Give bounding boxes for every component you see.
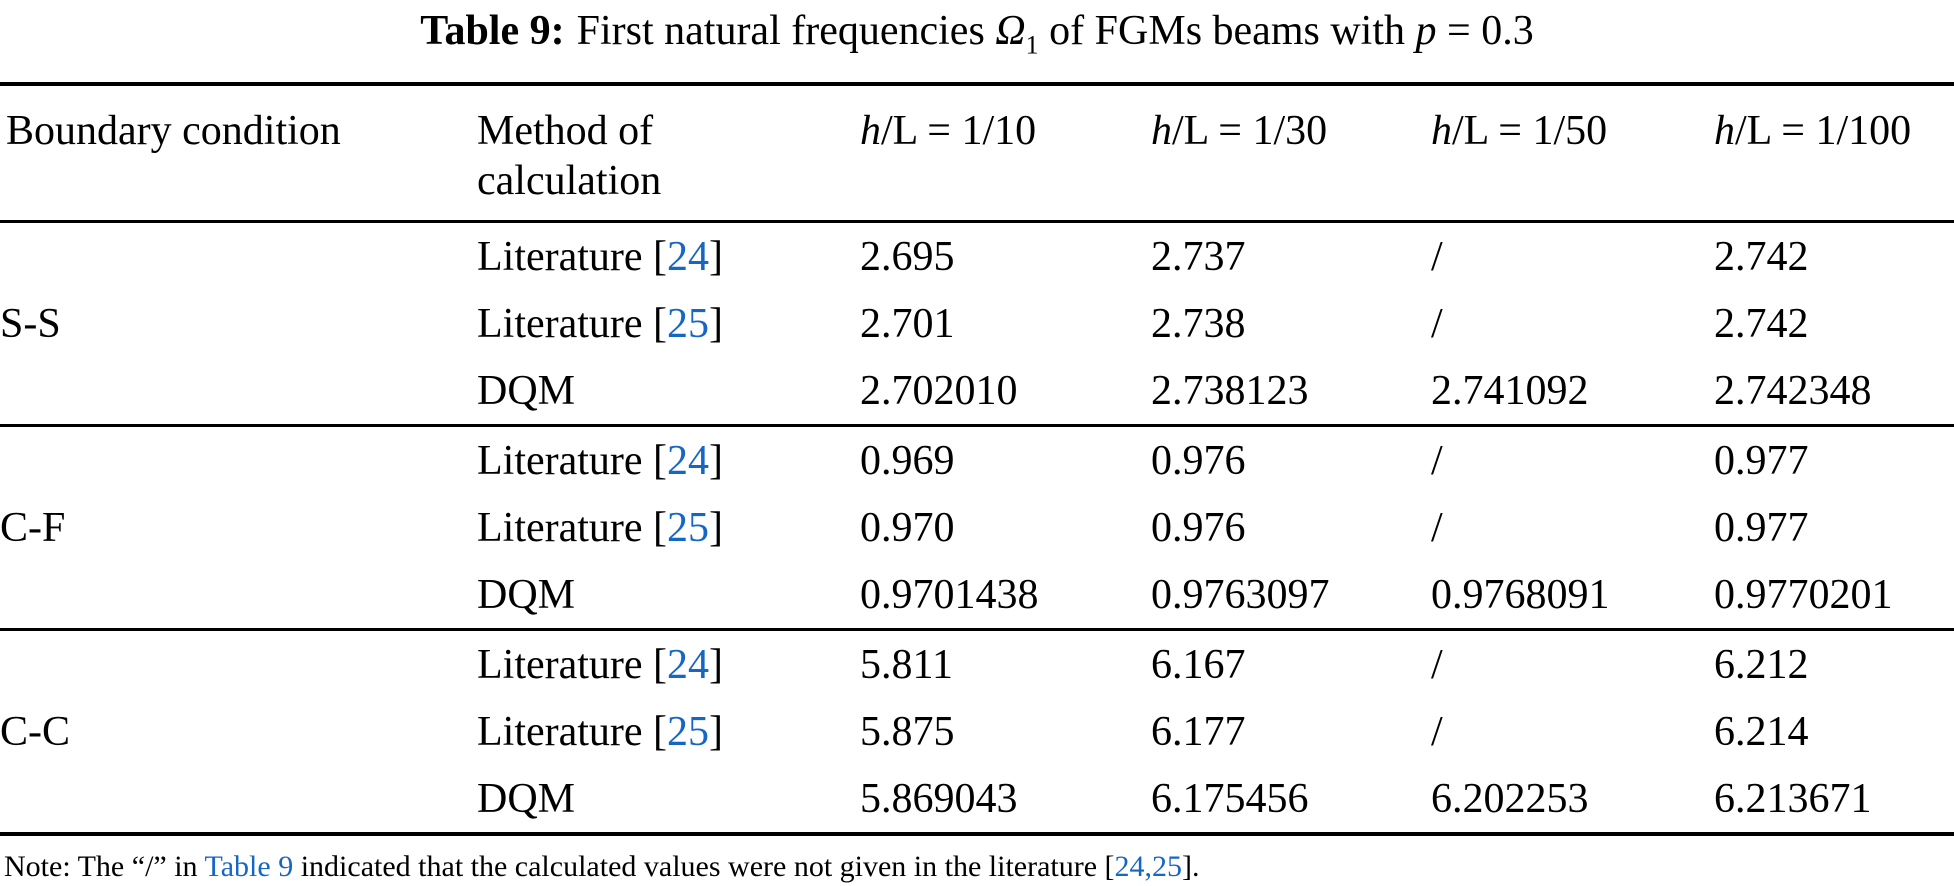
value-cell: 0.976: [1151, 437, 1246, 484]
caption-text-3: = 0.3: [1436, 8, 1534, 54]
value-cell: 2.742: [1714, 233, 1809, 280]
method-cell: Literature [25]: [477, 300, 724, 347]
table-row: S-S Literature [24] 2.695 2.737 / 2.742: [0, 222, 1954, 347]
table-row: Literature [25] 2.701 2.738 / 2.742: [0, 290, 1954, 357]
value-cell: 2.695: [860, 233, 955, 280]
method-cell: Literature [24]: [477, 437, 724, 484]
value-cell: 2.742: [1714, 300, 1809, 347]
col-header-method: Method of calculation: [477, 84, 860, 222]
method-header-line1: Method of: [477, 108, 654, 155]
section-cf: C-F Literature [24] 0.969 0.976 / 0.977 …: [0, 425, 1954, 630]
method-cell: DQM: [477, 367, 576, 414]
value-cell: 6.214: [1714, 708, 1809, 755]
value-cell: 0.969: [860, 437, 955, 484]
value-cell: /: [1431, 708, 1443, 755]
boundary-condition-cell: S-S: [0, 300, 61, 347]
value-cell: 6.202253: [1431, 775, 1589, 822]
value-cell: /: [1431, 641, 1443, 688]
method-cell: Literature [25]: [477, 504, 724, 551]
section-ss: S-S Literature [24] 2.695 2.737 / 2.742 …: [0, 222, 1954, 426]
citation-link[interactable]: 24: [667, 641, 710, 688]
table-caption-label: Table 9:: [420, 8, 565, 54]
method-cell: DQM: [477, 775, 576, 822]
section-cc: C-C Literature [24] 5.811 6.167 / 6.212 …: [0, 629, 1954, 835]
value-cell: 6.175456: [1151, 775, 1309, 822]
value-cell: 6.177: [1151, 708, 1246, 755]
value-cell: 0.9701438: [860, 571, 1039, 618]
value-cell: /: [1431, 504, 1443, 551]
citation-link[interactable]: 24: [667, 437, 710, 484]
method-cell: Literature [24]: [477, 641, 724, 688]
method-cell: DQM: [477, 571, 576, 618]
col-header-hl-1-10: h/L = 1/10: [860, 108, 1037, 155]
table-note: Note: The “/” in Table 9 indicated that …: [0, 836, 1954, 886]
col-header-boundary-condition: Boundary condition: [6, 108, 341, 155]
omega-symbol: Ω: [995, 8, 1026, 54]
value-cell: /: [1431, 300, 1443, 347]
value-cell: 6.212: [1714, 641, 1809, 688]
citation-link[interactable]: 25: [667, 708, 710, 755]
caption-text-1: First natural frequencies: [576, 8, 996, 54]
table-row: DQM 5.869043 6.175456 6.202253 6.213671: [0, 765, 1954, 834]
value-cell: 0.9763097: [1151, 571, 1330, 618]
caption-text-2: of FGMs beams with: [1038, 8, 1416, 54]
value-cell: 2.738123: [1151, 367, 1309, 414]
value-cell: 0.970: [860, 504, 955, 551]
method-header-line2: calculation: [477, 158, 662, 205]
method-cell: Literature [24]: [477, 233, 724, 280]
value-cell: /: [1431, 437, 1443, 484]
table-row: DQM 2.702010 2.738123 2.741092 2.742348: [0, 357, 1954, 426]
table-header: Boundary condition Method of calculation…: [0, 84, 1954, 222]
value-cell: 0.9770201: [1714, 571, 1893, 618]
value-cell: 5.869043: [860, 775, 1018, 822]
table-row: C-F Literature [24] 0.969 0.976 / 0.977: [0, 426, 1954, 551]
results-table: Boundary condition Method of calculation…: [0, 82, 1954, 837]
value-cell: 2.738: [1151, 300, 1246, 347]
citation-link[interactable]: 25: [667, 300, 710, 347]
value-cell: 5.875: [860, 708, 955, 755]
omega-subscript: 1: [1025, 30, 1039, 60]
table-row: Literature [25] 5.875 6.177 / 6.214: [0, 698, 1954, 765]
value-cell: 6.213671: [1714, 775, 1872, 822]
p-variable: p: [1415, 8, 1437, 54]
value-cell: 0.977: [1714, 504, 1809, 551]
value-cell: /: [1431, 233, 1443, 280]
header-row: Boundary condition Method of calculation…: [0, 84, 1954, 222]
value-cell: 2.702010: [860, 367, 1018, 414]
method-cell: Literature [25]: [477, 708, 724, 755]
col-header-hl-1-30: h/L = 1/30: [1151, 108, 1328, 155]
value-cell: 0.976: [1151, 504, 1246, 551]
value-cell: 2.741092: [1431, 367, 1589, 414]
citation-link[interactable]: 25: [667, 504, 710, 551]
value-cell: 0.9768091: [1431, 571, 1610, 618]
col-header-hl-1-50: h/L = 1/50: [1431, 108, 1608, 155]
table-row: DQM 0.9701438 0.9763097 0.9768091 0.9770…: [0, 561, 1954, 630]
table-row: C-C Literature [24] 5.811 6.167 / 6.212: [0, 630, 1954, 755]
boundary-condition-cell: C-F: [0, 504, 66, 551]
value-cell: 2.737: [1151, 233, 1246, 280]
boundary-condition-cell: C-C: [0, 708, 71, 755]
table-row: Literature [25] 0.970 0.976 / 0.977: [0, 494, 1954, 561]
value-cell: 2.742348: [1714, 367, 1872, 414]
table-caption: Table 9: First natural frequencies Ω1 of …: [0, 0, 1954, 72]
citation-link[interactable]: 24: [667, 233, 710, 280]
value-cell: 6.167: [1151, 641, 1246, 688]
value-cell: 2.701: [860, 300, 955, 347]
value-cell: 0.977: [1714, 437, 1809, 484]
col-header-hl-1-100: h/L = 1/100: [1714, 108, 1912, 155]
value-cell: 5.811: [860, 641, 953, 688]
